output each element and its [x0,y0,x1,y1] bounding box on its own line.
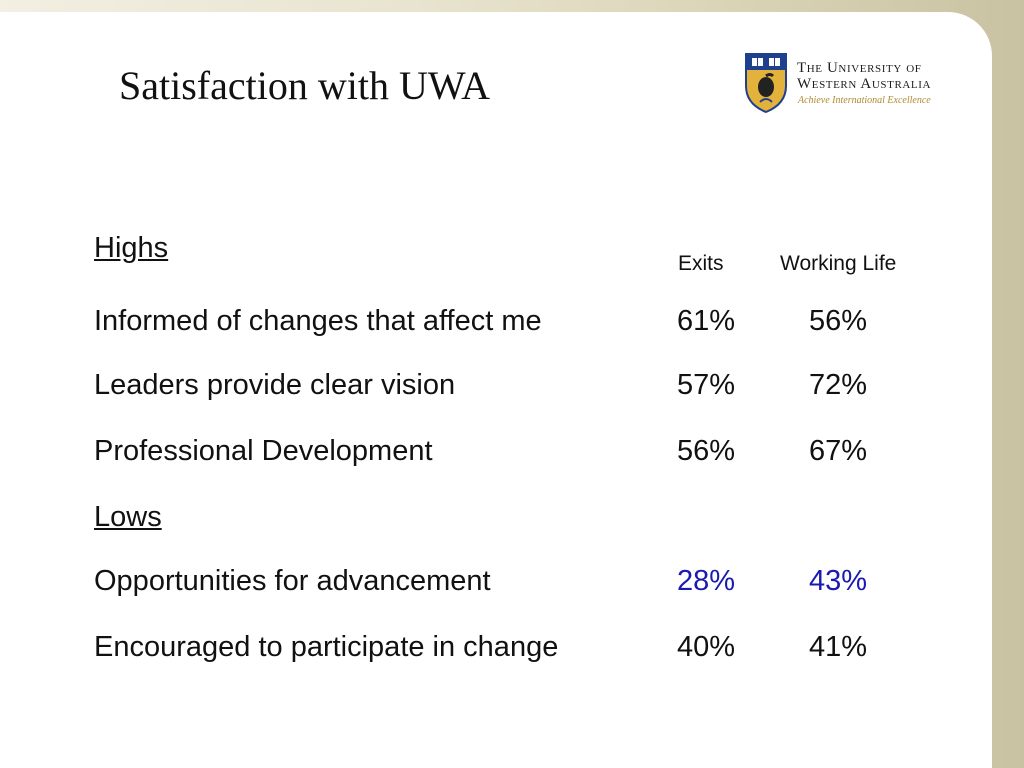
table-row: Opportunities for advancement 28% 43% [94,565,954,605]
university-name: The University of Western Australia [797,60,931,92]
university-name-line1: The University of [797,60,922,76]
row-label: Opportunities for advancement [94,565,491,597]
exits-value: 56% [677,435,736,467]
row-label: Informed of changes that affect me [94,305,542,337]
working-life-value: 67% [809,435,868,467]
slide-panel: Satisfaction with UWA The University of … [0,12,992,768]
exits-value: 61% [677,305,736,337]
university-logo: The University of Western Australia Achi… [742,52,957,114]
working-life-value: 43% [809,565,868,597]
university-crest-icon [745,53,787,114]
lows-heading: Lows [94,501,162,533]
university-name-line2: Western Australia [797,76,932,92]
table-row: Leaders provide clear vision 57% 72% [94,369,954,409]
working-life-value: 56% [809,305,868,337]
table-row: Encouraged to participate in change 40% … [94,631,954,671]
highs-heading: Highs [94,232,169,264]
table-row: Professional Development 56% 67% [94,435,954,475]
highs-header-row: Highs [94,232,954,272]
row-label: Professional Development [94,435,433,467]
university-motto: Achieve International Excellence [798,95,931,106]
row-label: Encouraged to participate in change [94,631,559,663]
slide-title: Satisfaction with UWA [119,63,491,108]
row-label: Leaders provide clear vision [94,369,456,401]
working-life-value: 72% [809,369,868,401]
table-row: Informed of changes that affect me 61% 5… [94,305,954,345]
column-header-exits: Exits [678,252,724,275]
working-life-value: 41% [809,631,868,663]
exits-value: 40% [677,631,736,663]
column-header-working-life: Working Life [780,252,897,275]
exits-value: 28% [677,565,736,597]
exits-value: 57% [677,369,736,401]
lows-header-row: Lows [94,501,954,541]
